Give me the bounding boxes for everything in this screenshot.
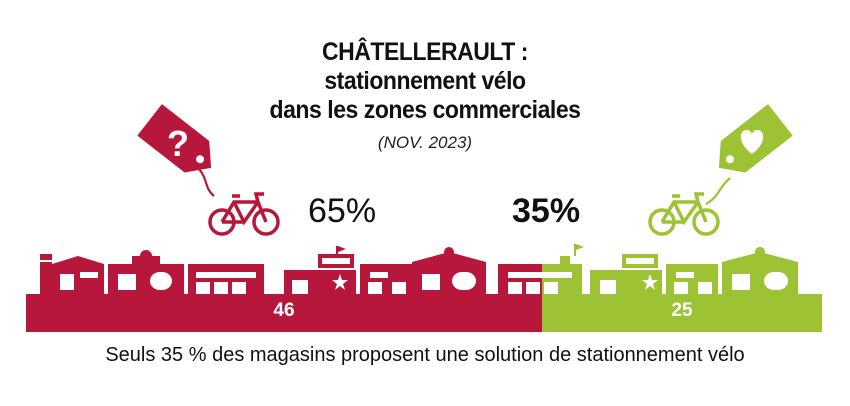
heart-tag-icon bbox=[718, 104, 793, 173]
bicycle-icon bbox=[208, 192, 280, 236]
question-mark-tag-icon: ? bbox=[137, 104, 212, 173]
bar-segment-with bbox=[542, 294, 822, 332]
bar-segment-without bbox=[26, 294, 542, 332]
count-label-without: 46 bbox=[273, 300, 295, 321]
percent-label-without: 65% bbox=[308, 192, 377, 230]
bicycle-icon bbox=[648, 192, 720, 236]
subtitle-date: (NOV. 2023) bbox=[377, 133, 473, 152]
percent-label-with: 35% bbox=[512, 192, 581, 230]
title-line-1: CHÂTELLERAULT : bbox=[321, 38, 529, 66]
title-line-2: stationnement vélo bbox=[324, 67, 526, 95]
svg-text:?: ? bbox=[167, 123, 189, 164]
caption: Seuls 35 % des magasins proposent une so… bbox=[105, 344, 745, 366]
count-label-with: 25 bbox=[671, 300, 693, 321]
title-line-3: dans les zones commerciales bbox=[269, 96, 581, 124]
